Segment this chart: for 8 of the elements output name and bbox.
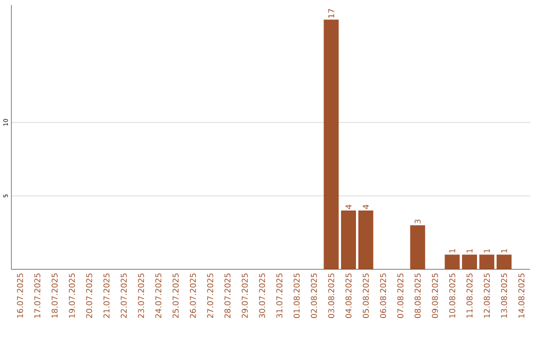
bar	[496, 254, 512, 270]
bar	[462, 254, 477, 270]
bar	[410, 225, 426, 270]
bar	[324, 20, 339, 270]
bar	[479, 254, 494, 270]
bar	[444, 254, 460, 270]
bar	[358, 210, 374, 270]
bar	[341, 210, 356, 270]
